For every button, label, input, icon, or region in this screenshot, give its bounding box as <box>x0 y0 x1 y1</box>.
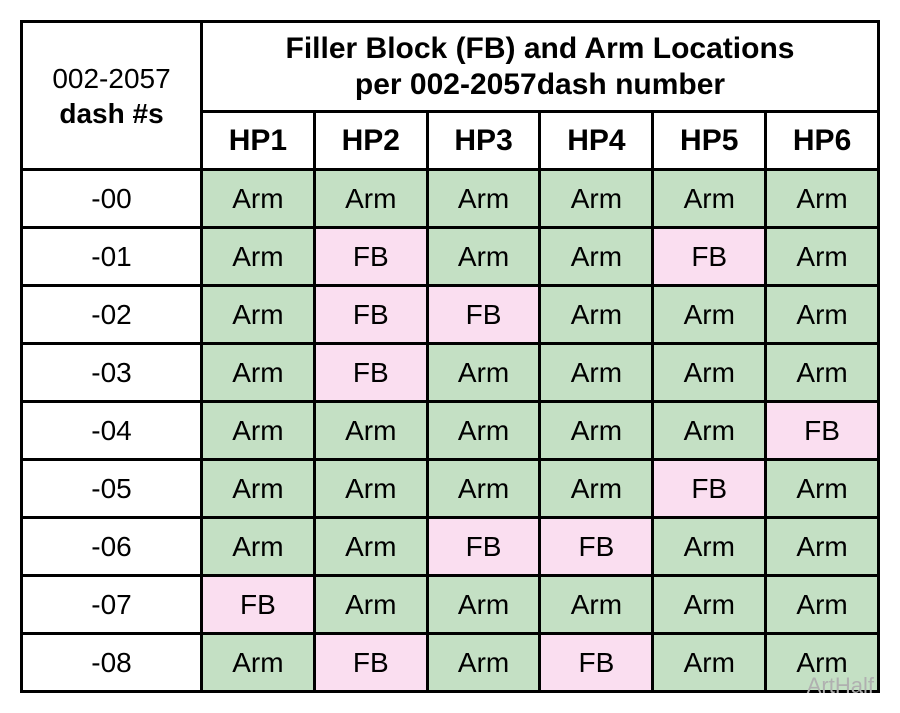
cell-arm: Arm <box>314 518 427 576</box>
cell-fb: FB <box>766 402 879 460</box>
cell-arm: Arm <box>653 170 766 228</box>
cell-arm: Arm <box>427 634 540 692</box>
col-hp5: HP5 <box>653 112 766 170</box>
cell-arm: Arm <box>202 460 315 518</box>
col-hp3: HP3 <box>427 112 540 170</box>
table-row: -00ArmArmArmArmArmArm <box>22 170 879 228</box>
table-row: -07FBArmArmArmArmArm <box>22 576 879 634</box>
row-label: -01 <box>22 228 202 286</box>
table-row: -03ArmFBArmArmArmArm <box>22 344 879 402</box>
table-row: -01ArmFBArmArmFBArm <box>22 228 879 286</box>
cell-fb: FB <box>314 634 427 692</box>
cell-arm: Arm <box>653 286 766 344</box>
cell-arm: Arm <box>540 460 653 518</box>
cell-arm: Arm <box>653 634 766 692</box>
cell-arm: Arm <box>314 460 427 518</box>
cell-arm: Arm <box>202 518 315 576</box>
cell-arm: Arm <box>766 460 879 518</box>
watermark: ArtHalf <box>807 673 874 699</box>
title-line2: per 002-2057dash number <box>203 67 877 103</box>
cell-arm: Arm <box>427 228 540 286</box>
cell-arm: Arm <box>202 170 315 228</box>
table-row: -02ArmFBFBArmArmArm <box>22 286 879 344</box>
cell-arm: Arm <box>314 576 427 634</box>
cell-fb: FB <box>653 228 766 286</box>
table-row: -06ArmArmFBFBArmArm <box>22 518 879 576</box>
cell-fb: FB <box>314 344 427 402</box>
corner-line2: dash #s <box>23 96 200 131</box>
cell-arm: Arm <box>766 228 879 286</box>
cell-arm: Arm <box>427 170 540 228</box>
cell-arm: Arm <box>202 344 315 402</box>
col-hp4: HP4 <box>540 112 653 170</box>
cell-arm: Arm <box>766 518 879 576</box>
cell-arm: Arm <box>540 228 653 286</box>
cell-fb: FB <box>540 518 653 576</box>
cell-arm: Arm <box>427 402 540 460</box>
cell-arm: Arm <box>653 344 766 402</box>
table-row: -04ArmArmArmArmArmFB <box>22 402 879 460</box>
table-row: -08ArmFBArmFBArmArm <box>22 634 879 692</box>
cell-fb: FB <box>202 576 315 634</box>
corner-header: 002-2057 dash #s <box>22 22 202 170</box>
row-label: -08 <box>22 634 202 692</box>
table-head: 002-2057 dash #s Filler Block (FB) and A… <box>22 22 879 170</box>
title-row: 002-2057 dash #s Filler Block (FB) and A… <box>22 22 879 112</box>
cell-arm: Arm <box>766 286 879 344</box>
row-label: -06 <box>22 518 202 576</box>
row-label: -02 <box>22 286 202 344</box>
title-header: Filler Block (FB) and Arm Locations per … <box>202 22 879 112</box>
row-label: -05 <box>22 460 202 518</box>
cell-arm: Arm <box>427 460 540 518</box>
cell-arm: Arm <box>653 518 766 576</box>
cell-arm: Arm <box>427 344 540 402</box>
cell-fb: FB <box>427 286 540 344</box>
cell-arm: Arm <box>766 344 879 402</box>
cell-fb: FB <box>427 518 540 576</box>
col-hp1: HP1 <box>202 112 315 170</box>
cell-arm: Arm <box>540 170 653 228</box>
title-line1: Filler Block (FB) and Arm Locations <box>203 31 877 67</box>
row-label: -04 <box>22 402 202 460</box>
cell-arm: Arm <box>202 286 315 344</box>
cell-arm: Arm <box>202 402 315 460</box>
cell-fb: FB <box>314 286 427 344</box>
col-hp6: HP6 <box>766 112 879 170</box>
cell-arm: Arm <box>766 576 879 634</box>
corner-line1: 002-2057 <box>23 61 200 96</box>
cell-arm: Arm <box>540 576 653 634</box>
cell-fb: FB <box>314 228 427 286</box>
cell-arm: Arm <box>540 286 653 344</box>
table-body: -00ArmArmArmArmArmArm-01ArmFBArmArmFBArm… <box>22 170 879 692</box>
cell-arm: Arm <box>540 344 653 402</box>
row-label: -00 <box>22 170 202 228</box>
cell-arm: Arm <box>202 634 315 692</box>
cell-arm: Arm <box>653 576 766 634</box>
cell-arm: Arm <box>314 170 427 228</box>
row-label: -03 <box>22 344 202 402</box>
fb-arm-table: 002-2057 dash #s Filler Block (FB) and A… <box>20 20 880 693</box>
cell-arm: Arm <box>766 170 879 228</box>
cell-arm: Arm <box>653 402 766 460</box>
row-label: -07 <box>22 576 202 634</box>
table-row: -05ArmArmArmArmFBArm <box>22 460 879 518</box>
cell-arm: Arm <box>540 402 653 460</box>
cell-arm: Arm <box>314 402 427 460</box>
table-wrapper: 002-2057 dash #s Filler Block (FB) and A… <box>20 20 880 693</box>
cell-arm: Arm <box>427 576 540 634</box>
cell-fb: FB <box>653 460 766 518</box>
cell-fb: FB <box>540 634 653 692</box>
col-hp2: HP2 <box>314 112 427 170</box>
cell-arm: Arm <box>202 228 315 286</box>
